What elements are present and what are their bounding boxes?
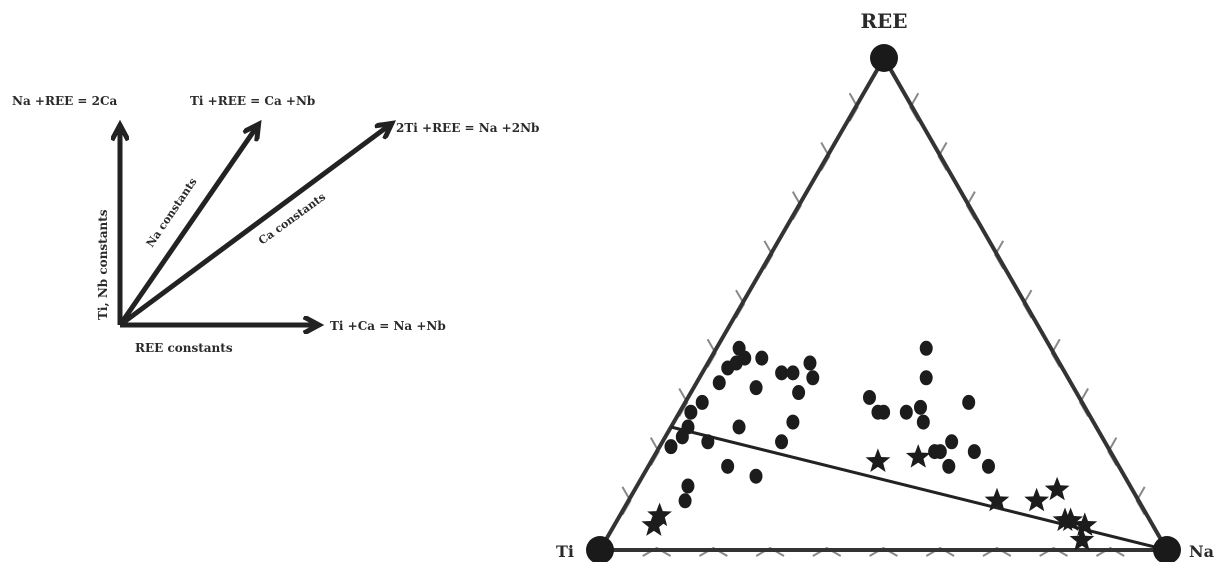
data-point-circle (678, 493, 692, 509)
data-point-star (1044, 476, 1070, 501)
equation-vertical: Na +REE = 2Ca (12, 94, 118, 108)
data-point-circle (914, 399, 927, 415)
ternary-triangle (596, 53, 1171, 552)
equation-ca-constants: 2Ti +REE = Na +2Nb (396, 121, 539, 135)
na-constants-label: Na constants (144, 175, 200, 249)
data-point-circle (981, 458, 995, 474)
data-point-circle (681, 478, 695, 494)
data-point-circle (786, 365, 800, 381)
data-point-circle (916, 414, 930, 430)
data-point-circle (775, 365, 789, 381)
data-point-circle (871, 404, 885, 420)
data-point-circle (755, 350, 769, 366)
data-point-circle (862, 389, 876, 405)
data-point-circle (786, 414, 800, 430)
data-point-circle (732, 419, 746, 435)
data-point-circle (681, 419, 695, 435)
equation-horizontal: Ti +Ca = Na +Nb (330, 319, 446, 333)
na-constants-vector-arrow (117, 125, 258, 327)
data-point-circle (792, 385, 806, 401)
data-point-circle (919, 340, 933, 356)
data-point-star (905, 444, 931, 468)
data-point-circle (712, 375, 726, 391)
data-point-circle (721, 458, 735, 474)
vertex-na-marker (1153, 536, 1181, 562)
vertex-ti-label: Ti (556, 542, 574, 561)
vertex-ti-marker (586, 536, 614, 562)
data-point-star (1072, 512, 1098, 536)
data-point-circle (684, 404, 698, 420)
ca-constants-vector-arrow (118, 124, 391, 328)
data-point-star (984, 487, 1010, 512)
data-point-star (647, 502, 672, 527)
vector-diagram: Na +REE = 2Ca Ti +REE = Ca +Nb 2Ti +REE … (12, 94, 539, 355)
vertex-na-label: Na (1189, 542, 1214, 561)
vertex-ree-label: REE (860, 9, 907, 33)
data-point-circle (664, 439, 678, 455)
data-point-circle (749, 380, 763, 396)
data-point-circle (749, 468, 763, 484)
vertical-axis-label: Ti, Nb constants (96, 209, 110, 320)
data-point-star (1069, 527, 1095, 551)
data-point-star (1052, 507, 1078, 531)
data-point-circle (945, 434, 959, 450)
data-point-circle (933, 444, 947, 460)
data-point-circle (967, 444, 981, 460)
ternary-plot: REE Ti Na (556, 9, 1214, 562)
data-point-circle (806, 370, 820, 386)
data-points (641, 340, 1098, 551)
data-point-star (865, 448, 891, 472)
data-point-circle (775, 434, 789, 450)
data-point-circle (803, 355, 817, 371)
trend-line (670, 425, 1168, 552)
data-point-circle (695, 394, 709, 410)
data-point-star (1024, 487, 1049, 512)
data-point-circle (962, 394, 976, 410)
data-point-star (641, 512, 667, 536)
data-point-circle (919, 370, 933, 386)
data-point-circle (899, 404, 913, 420)
data-point-circle (701, 434, 715, 450)
data-point-circle (942, 458, 956, 474)
equation-na-constants: Ti +REE = Ca +Nb (190, 94, 315, 108)
data-point-circle (732, 340, 746, 356)
origin-label: REE constants (135, 341, 233, 355)
vertex-ree-marker (870, 44, 898, 72)
